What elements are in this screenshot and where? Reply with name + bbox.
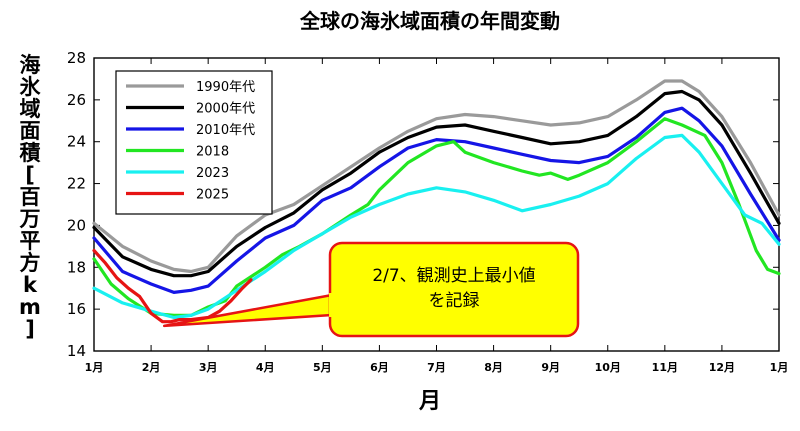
legend-label: 2023 bbox=[196, 166, 229, 181]
y-axis-label-char: m bbox=[19, 295, 41, 319]
y-tick-label: 22 bbox=[67, 175, 86, 193]
x-ticks: 1月 2月 3月 4月 5月 6月 7月 8月 9月 10月 11月 12月 1月 bbox=[85, 58, 789, 374]
series-line-2023 bbox=[92, 133, 781, 320]
annotation-text: を記録 bbox=[429, 291, 480, 311]
x-tick-label: 2月 bbox=[142, 361, 161, 374]
x-axis-label: 月 bbox=[418, 389, 441, 414]
chart-title: 全球の海氷域面積の年間変動 bbox=[299, 9, 560, 33]
x-tick-label: 3月 bbox=[199, 361, 218, 374]
y-axis-label-char: 域 bbox=[20, 97, 41, 121]
y-axis-label-char: 平 bbox=[20, 229, 41, 253]
legend-label: 2025 bbox=[196, 188, 229, 203]
x-tick-label: 10月 bbox=[595, 361, 621, 374]
annotation-text: 2/7、観測史上最小値 bbox=[372, 266, 535, 286]
y-tick-label: 16 bbox=[67, 300, 86, 318]
y-tick-label: 18 bbox=[67, 258, 86, 276]
series-line-1990年代 bbox=[92, 79, 781, 274]
legend-label: 2018 bbox=[196, 145, 229, 160]
y-tick-label: 20 bbox=[67, 216, 86, 234]
series-line-2000年代 bbox=[92, 89, 781, 278]
callout-seam bbox=[329, 293, 335, 317]
legend: 1990年代 2000年代 2010年代 2018 2023 2025 bbox=[115, 70, 273, 215]
series-line-2018 bbox=[92, 117, 781, 317]
x-tick-label: 12月 bbox=[709, 361, 735, 374]
y-axis-label-char: [ bbox=[25, 163, 35, 187]
y-axis-label-char: 面 bbox=[20, 119, 41, 143]
y-tick-label: 26 bbox=[67, 91, 86, 109]
y-axis-label-char: 万 bbox=[19, 207, 41, 231]
x-tick-label: 8月 bbox=[484, 361, 503, 374]
x-tick-label: 11月 bbox=[652, 361, 678, 374]
x-tick-label: 5月 bbox=[313, 361, 332, 374]
y-axis-label-char: 方 bbox=[20, 251, 41, 275]
x-tick-label: 1月 bbox=[770, 361, 789, 374]
series-lines bbox=[92, 79, 781, 324]
y-axis-label-char: k bbox=[23, 273, 38, 297]
legend-label: 2010年代 bbox=[196, 123, 255, 138]
x-tick-label: 4月 bbox=[256, 361, 275, 374]
y-tick-label: 14 bbox=[67, 342, 86, 360]
x-tick-label: 7月 bbox=[427, 361, 446, 374]
y-tick-label: 28 bbox=[67, 49, 86, 67]
legend-label: 2000年代 bbox=[196, 102, 255, 117]
y-tick-label: 24 bbox=[67, 133, 86, 151]
series-line-2025 bbox=[92, 248, 253, 324]
y-axis-label-char: 積 bbox=[20, 141, 42, 165]
x-tick-label: 9月 bbox=[541, 361, 560, 374]
y-axis-label-char: ] bbox=[25, 317, 35, 341]
x-tick-label: 1月 bbox=[85, 361, 104, 374]
y-axis-label-char: 氷 bbox=[20, 75, 42, 99]
x-tick-label: 6月 bbox=[370, 361, 389, 374]
y-axis-label-char: 百 bbox=[20, 185, 41, 209]
y-axis-label-char: 海 bbox=[20, 53, 41, 77]
callout-box bbox=[328, 241, 580, 338]
series-line-2010年代 bbox=[92, 106, 781, 294]
legend-label: 1990年代 bbox=[196, 80, 255, 95]
legend-box bbox=[115, 70, 273, 215]
